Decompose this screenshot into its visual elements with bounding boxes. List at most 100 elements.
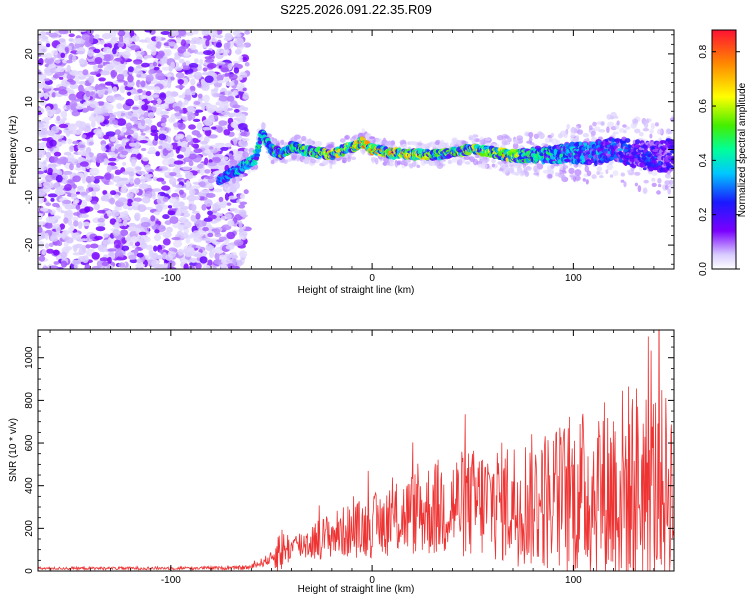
noise-speckle (202, 67, 208, 72)
ridge-halo-point (547, 174, 553, 179)
noise-speckle (40, 147, 46, 155)
noise-speckle (152, 99, 157, 106)
noise-speckle (45, 174, 54, 182)
ridge-halo-point (563, 165, 569, 169)
ridge-halo-point (329, 162, 333, 170)
noise-speckle (76, 191, 81, 195)
noise-speckle (179, 216, 187, 222)
noise-speckle (129, 177, 134, 185)
noise-speckle (48, 242, 54, 247)
noise-speckle (77, 256, 86, 262)
noise-speckle (169, 216, 179, 224)
noise-speckle (45, 106, 51, 112)
noise-speckle (156, 98, 162, 105)
noise-speckle (209, 31, 215, 37)
noise-speckle (125, 111, 134, 119)
noise-speckle (162, 238, 171, 246)
noise-speckle (122, 171, 131, 175)
noise-speckle (89, 243, 99, 249)
noise-speckle (226, 231, 236, 240)
noise-speckle (203, 50, 213, 56)
noise-speckle (49, 139, 57, 147)
ridge-point (251, 160, 258, 166)
ridge-halo-point (606, 163, 614, 171)
noise-speckle (183, 263, 189, 269)
noise-speckle (44, 67, 51, 74)
noise-speckle (58, 46, 63, 53)
noise-speckle (38, 221, 44, 229)
ridge-halo-point (642, 121, 647, 126)
ridge-halo-point (667, 188, 671, 195)
noise-speckle (140, 51, 146, 56)
noise-speckle (220, 146, 229, 151)
noise-speckle (184, 88, 192, 96)
noise-speckle (69, 70, 79, 76)
noise-speckle (128, 254, 137, 260)
noise-speckle (221, 48, 230, 55)
ridge-halo-point (634, 171, 641, 176)
noise-speckle (204, 169, 211, 174)
noise-speckle (215, 101, 220, 106)
ridge-point (624, 138, 631, 143)
noise-speckle (115, 57, 123, 62)
noise-speckle (238, 140, 249, 148)
noise-speckle (146, 43, 155, 50)
noise-speckle (136, 153, 142, 160)
ridge-halo-point (668, 184, 674, 189)
noise-speckle (50, 236, 59, 242)
noise-speckle (38, 111, 43, 115)
noise-speckle (187, 141, 194, 146)
noise-speckle (161, 66, 170, 71)
noise-speckle (165, 143, 173, 151)
noise-speckle (172, 167, 179, 174)
noise-speckle (198, 195, 205, 201)
noise-speckle (190, 166, 200, 172)
noise-speckle (116, 218, 122, 223)
noise-speckle (188, 160, 194, 167)
noise-speckle (160, 31, 171, 35)
noise-speckle (117, 30, 126, 37)
ridge-halo-point (445, 142, 449, 147)
noise-speckle (174, 184, 183, 189)
noise-speckle (89, 37, 94, 44)
noise-speckle (54, 59, 61, 64)
noise-speckle (67, 138, 73, 145)
noise-speckle (84, 39, 91, 48)
noise-speckle (110, 69, 118, 78)
ridge-halo-point (307, 138, 312, 145)
noise-speckle (212, 92, 220, 98)
noise-speckle (217, 80, 226, 84)
noise-speckle (170, 76, 175, 81)
noise-speckle (103, 194, 109, 202)
noise-speckle (90, 91, 96, 95)
noise-speckle (174, 66, 183, 71)
noise-speckle (220, 67, 229, 73)
noise-speckle (224, 72, 231, 77)
noise-speckle (126, 192, 134, 199)
noise-speckle (148, 69, 154, 75)
noise-speckle (185, 180, 191, 188)
noise-speckle (138, 101, 145, 106)
noise-speckle (99, 39, 105, 45)
noise-speckle (153, 86, 161, 94)
noise-speckle (144, 188, 154, 193)
noise-speckle (242, 138, 250, 142)
noise-speckle (215, 34, 224, 39)
noise-speckle (79, 191, 88, 196)
noise-speckle (38, 71, 43, 76)
noise-speckle (78, 247, 86, 256)
noise-speckle (150, 215, 156, 222)
noise-speckle (85, 244, 91, 249)
noise-speckle (228, 73, 238, 81)
noise-speckle (111, 60, 121, 68)
ridge-halo-point (585, 179, 589, 185)
noise-speckle (213, 86, 219, 92)
noise-speckle (40, 35, 49, 40)
noise-speckle (239, 250, 248, 258)
noise-speckle (108, 157, 117, 162)
noise-speckle (127, 66, 134, 73)
noise-speckle (106, 95, 116, 103)
noise-speckle (44, 52, 53, 59)
noise-speckle (85, 90, 91, 98)
noise-speckle (68, 145, 75, 153)
